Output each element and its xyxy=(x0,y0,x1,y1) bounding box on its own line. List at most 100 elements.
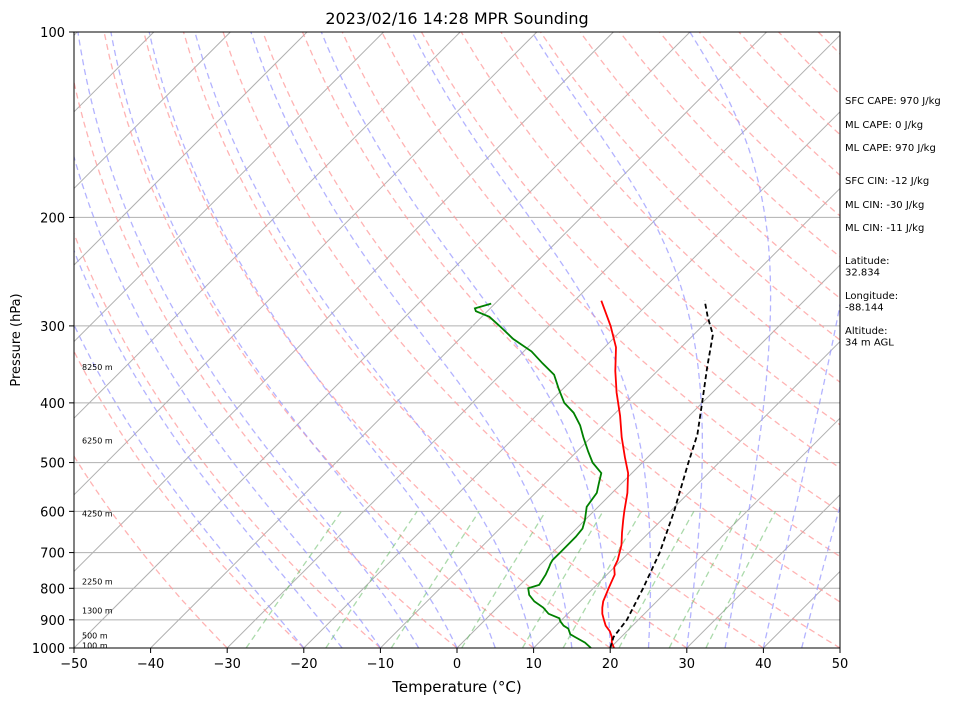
moist-adiabat-line xyxy=(194,32,535,648)
y-axis-label: Pressure (hPa) xyxy=(9,293,24,386)
isotherm-line xyxy=(380,187,840,648)
x-axis-ticks: −50 −40 −30 −20 −10 0 10 20 30 40 50 xyxy=(60,648,848,672)
parcel-profile xyxy=(609,300,714,648)
mixing-ratio-line xyxy=(245,510,342,648)
isotherm-line xyxy=(686,494,840,648)
ml-cin-1-annotation: ML CIN: -30 J/kg xyxy=(845,200,924,211)
x-tick-label: 50 xyxy=(832,657,849,672)
dry-adiabat-line xyxy=(579,32,840,300)
x-tick-label: 0 xyxy=(453,657,461,672)
y-tick-label: 400 xyxy=(40,397,65,412)
height-label: 6250 m xyxy=(82,436,113,445)
isotherm-line xyxy=(303,111,840,648)
mixing-ratio-line xyxy=(390,510,480,648)
dewpoint-profile xyxy=(473,302,603,648)
x-axis-label: Temperature (°C) xyxy=(391,678,521,696)
y-tick-label: 1000 xyxy=(32,642,65,657)
temperature-profile xyxy=(600,300,630,648)
isotherm-line xyxy=(74,32,614,573)
y-tick-label: 900 xyxy=(40,614,65,629)
isotherm-line xyxy=(150,32,767,648)
y-tick-label: 800 xyxy=(40,582,65,597)
mixing-ratio-line xyxy=(461,510,547,648)
moist-adiabat-line xyxy=(77,32,420,648)
isotherm-line xyxy=(74,32,461,419)
mixing-ratio-line xyxy=(705,510,777,648)
y-tick-label: 600 xyxy=(40,505,65,520)
height-label: 1300 m xyxy=(82,607,113,616)
y-tick-label: 700 xyxy=(40,547,65,562)
height-label: 4250 m xyxy=(82,510,113,519)
height-label: 2250 m xyxy=(82,578,113,587)
series-layer xyxy=(473,300,714,648)
x-tick-label: −50 xyxy=(60,657,87,672)
mixing-ratio-line xyxy=(668,510,742,648)
annotations: SFC CAPE: 970 J/kg ML CAPE: 0 J/kg ML CAPE… xyxy=(845,96,941,349)
y-tick-label: 200 xyxy=(40,211,65,226)
moist-adiabat-line xyxy=(531,32,704,648)
isotherm-line xyxy=(74,32,691,648)
y-axis-ticks: 1000 900 800 700 600 500 400 300 200 100 xyxy=(32,26,74,657)
isotherm-line xyxy=(74,32,538,496)
background-lines xyxy=(0,32,960,648)
isotherm-line xyxy=(0,32,1,648)
dry-adiabat-line xyxy=(74,231,381,648)
isotherm-line xyxy=(456,264,840,648)
dry-adiabat-line xyxy=(143,32,611,648)
dry-adiabat-line xyxy=(74,349,305,648)
dry-adiabat-line xyxy=(103,32,534,648)
sfc-cape-annotation: SFC CAPE: 970 J/kg xyxy=(845,96,941,107)
dry-adiabat-line xyxy=(262,32,840,648)
dry-adiabat-line xyxy=(74,454,228,648)
isotherm-line xyxy=(74,32,231,190)
mixing-ratio-line xyxy=(562,510,642,648)
isotherm-line xyxy=(74,32,384,343)
x-tick-label: 30 xyxy=(679,657,696,672)
isotherm-line xyxy=(609,417,840,648)
plot-frame xyxy=(73,31,841,649)
y-tick-label: 500 xyxy=(40,457,65,472)
x-tick-label: 20 xyxy=(602,657,619,672)
x-tick-label: −30 xyxy=(213,657,240,672)
moist-adiabat-line xyxy=(148,32,496,648)
dry-adiabat-line xyxy=(222,32,764,648)
latitude-annotation: Latitude: 32.834 xyxy=(845,256,890,279)
height-label: 500 m xyxy=(82,632,108,641)
ml-cape-1-annotation: ML CAPE: 0 J/kg xyxy=(845,120,923,131)
dry-adiabat-line xyxy=(182,32,688,648)
moist-adiabat-line xyxy=(411,32,652,648)
chart-title: 2023/02/16 14:28 MPR Sounding xyxy=(325,9,588,28)
moist-adiabat-line xyxy=(250,32,573,648)
isotherm-line xyxy=(917,32,960,648)
mixing-ratio-line xyxy=(521,510,604,648)
x-tick-label: 10 xyxy=(525,657,542,672)
height-label: 100 m xyxy=(82,641,108,650)
mixing-ratio-line xyxy=(618,510,695,648)
longitude-annotation: Longitude: -88.144 xyxy=(845,291,898,314)
x-tick-label: −10 xyxy=(367,657,394,672)
altitude-annotation: Altitude: 34 m AGL xyxy=(845,326,894,349)
moist-adiabat-line xyxy=(320,32,611,648)
dry-adiabat-line xyxy=(74,79,458,648)
sfc-cin-annotation: SFC CIN: -12 J/kg xyxy=(845,176,929,187)
isotherm-line xyxy=(533,340,840,648)
moist-adiabat-line xyxy=(762,301,840,648)
moist-adiabat-line xyxy=(801,504,840,648)
y-tick-label: 300 xyxy=(40,320,65,335)
x-tick-label: −40 xyxy=(137,657,164,672)
y-tick-label: 100 xyxy=(40,26,65,41)
x-tick-label: 40 xyxy=(755,657,772,672)
ml-cape-2-annotation: ML CAPE: 970 J/kg xyxy=(845,143,936,154)
isotherm-line xyxy=(74,32,308,266)
moist-adiabat-line xyxy=(110,32,458,648)
moist-adiabat-line xyxy=(74,248,343,648)
moist-adiabat-line xyxy=(689,32,772,648)
isotherm-line xyxy=(226,34,840,648)
moist-adiabat-line xyxy=(74,154,381,648)
height-label: 8250 m xyxy=(82,363,113,372)
mixing-ratio-line xyxy=(325,510,418,648)
x-tick-label: −20 xyxy=(290,657,317,672)
ml-cin-2-annotation: ML CIN: -11 J/kg xyxy=(845,223,924,234)
